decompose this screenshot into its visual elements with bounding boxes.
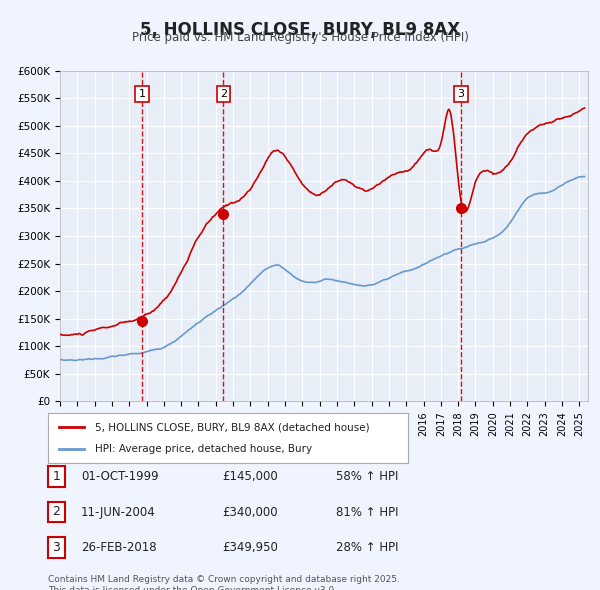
Text: 01-OCT-1999: 01-OCT-1999 <box>81 470 158 483</box>
Text: 2: 2 <box>220 89 227 99</box>
Text: £349,950: £349,950 <box>222 541 278 554</box>
Text: 11-JUN-2004: 11-JUN-2004 <box>81 506 156 519</box>
Text: HPI: Average price, detached house, Bury: HPI: Average price, detached house, Bury <box>95 444 312 454</box>
Text: 26-FEB-2018: 26-FEB-2018 <box>81 541 157 554</box>
Text: 1: 1 <box>139 89 146 99</box>
Text: 58% ↑ HPI: 58% ↑ HPI <box>336 470 398 483</box>
Text: Price paid vs. HM Land Registry's House Price Index (HPI): Price paid vs. HM Land Registry's House … <box>131 31 469 44</box>
Text: 28% ↑ HPI: 28% ↑ HPI <box>336 541 398 554</box>
Text: 3: 3 <box>52 540 61 554</box>
Text: £145,000: £145,000 <box>222 470 278 483</box>
Text: £340,000: £340,000 <box>222 506 278 519</box>
Text: Contains HM Land Registry data © Crown copyright and database right 2025.
This d: Contains HM Land Registry data © Crown c… <box>48 575 400 590</box>
Text: 81% ↑ HPI: 81% ↑ HPI <box>336 506 398 519</box>
Text: 2: 2 <box>52 505 61 519</box>
Text: 5, HOLLINS CLOSE, BURY, BL9 8AX (detached house): 5, HOLLINS CLOSE, BURY, BL9 8AX (detache… <box>95 422 370 432</box>
Text: 3: 3 <box>457 89 464 99</box>
Text: 5, HOLLINS CLOSE, BURY, BL9 8AX: 5, HOLLINS CLOSE, BURY, BL9 8AX <box>140 21 460 39</box>
Text: 1: 1 <box>52 470 61 483</box>
